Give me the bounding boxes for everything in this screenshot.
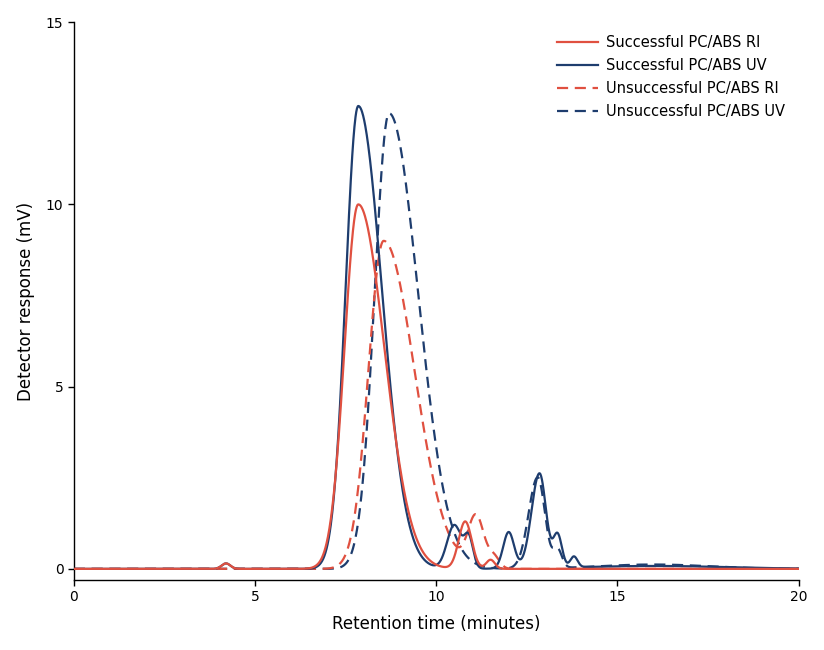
Line: Successful PC/ABS UV: Successful PC/ABS UV xyxy=(74,106,798,569)
Unsuccessful PC/ABS UV xyxy=(773,565,783,573)
Unsuccessful PC/ABS UV xyxy=(105,565,115,573)
Unsuccessful PC/ABS RI xyxy=(105,565,115,573)
Successful PC/ABS UV xyxy=(402,512,412,520)
Successful PC/ABS RI xyxy=(773,565,783,573)
Unsuccessful PC/ABS RI xyxy=(422,441,432,448)
Successful PC/ABS RI xyxy=(422,553,432,561)
Successful PC/ABS UV xyxy=(640,562,650,570)
Successful PC/ABS RI xyxy=(105,565,115,573)
Unsuccessful PC/ABS RI xyxy=(773,565,783,573)
Line: Unsuccessful PC/ABS RI: Unsuccessful PC/ABS RI xyxy=(74,241,798,569)
Successful PC/ABS RI xyxy=(353,200,363,208)
Successful PC/ABS RI xyxy=(69,565,79,573)
Unsuccessful PC/ABS UV xyxy=(640,561,650,569)
Unsuccessful PC/ABS UV xyxy=(384,109,394,117)
Successful PC/ABS UV xyxy=(69,565,79,573)
Unsuccessful PC/ABS UV xyxy=(422,368,432,376)
Successful PC/ABS UV xyxy=(353,102,363,110)
Line: Successful PC/ABS RI: Successful PC/ABS RI xyxy=(74,204,798,569)
Unsuccessful PC/ABS RI xyxy=(794,565,803,573)
Unsuccessful PC/ABS RI xyxy=(379,237,389,245)
Unsuccessful PC/ABS RI xyxy=(640,565,650,573)
Successful PC/ABS RI xyxy=(794,565,803,573)
Legend: Successful PC/ABS RI, Successful PC/ABS UV, Unsuccessful PC/ABS RI, Unsuccessful: Successful PC/ABS RI, Successful PC/ABS … xyxy=(551,29,791,125)
Unsuccessful PC/ABS UV xyxy=(69,565,79,573)
Successful PC/ABS UV xyxy=(794,565,803,573)
Y-axis label: Detector response (mV): Detector response (mV) xyxy=(16,202,35,400)
Unsuccessful PC/ABS UV xyxy=(794,565,803,573)
Unsuccessful PC/ABS RI xyxy=(69,565,79,573)
Unsuccessful PC/ABS RI xyxy=(773,565,783,573)
Unsuccessful PC/ABS RI xyxy=(402,321,412,329)
Successful PC/ABS UV xyxy=(422,558,432,566)
Successful PC/ABS UV xyxy=(773,564,783,572)
Unsuccessful PC/ABS UV xyxy=(402,192,412,200)
Unsuccessful PC/ABS UV xyxy=(773,565,783,573)
Successful PC/ABS UV xyxy=(773,564,783,572)
Successful PC/ABS RI xyxy=(402,503,412,511)
X-axis label: Retention time (minutes): Retention time (minutes) xyxy=(332,616,541,633)
Successful PC/ABS RI xyxy=(640,565,650,573)
Line: Unsuccessful PC/ABS UV: Unsuccessful PC/ABS UV xyxy=(74,113,798,569)
Successful PC/ABS UV xyxy=(105,565,115,573)
Successful PC/ABS RI xyxy=(773,565,783,573)
